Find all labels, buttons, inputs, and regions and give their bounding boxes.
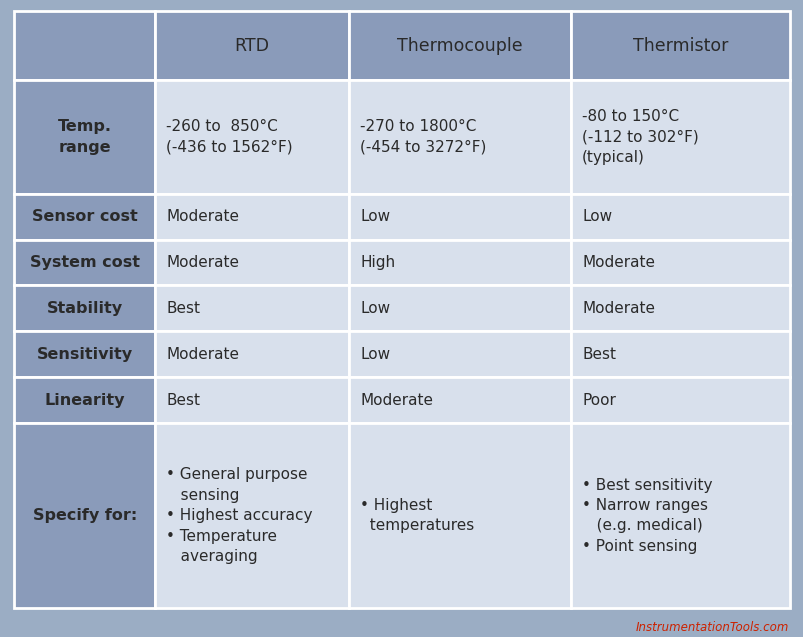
Text: Thermocouple: Thermocouple xyxy=(397,37,522,55)
Bar xyxy=(349,423,570,608)
Bar xyxy=(349,377,570,423)
Bar xyxy=(14,240,155,285)
Bar xyxy=(570,240,789,285)
Text: • General purpose
   sensing
• Highest accuracy
• Temperature
   averaging: • General purpose sensing • Highest accu… xyxy=(166,468,312,564)
Bar xyxy=(155,331,349,377)
Text: Low: Low xyxy=(581,209,612,224)
Text: Sensor cost: Sensor cost xyxy=(32,209,137,224)
Bar xyxy=(14,331,155,377)
Text: Specify for:: Specify for: xyxy=(32,508,137,523)
Bar xyxy=(570,331,789,377)
Text: Moderate: Moderate xyxy=(166,347,238,362)
Text: InstrumentationTools.com: InstrumentationTools.com xyxy=(635,621,789,634)
Text: High: High xyxy=(360,255,395,270)
Text: Moderate: Moderate xyxy=(166,255,238,270)
Bar xyxy=(155,194,349,240)
Bar xyxy=(570,377,789,423)
Text: Best: Best xyxy=(166,301,200,316)
Text: Moderate: Moderate xyxy=(360,392,433,408)
Text: Moderate: Moderate xyxy=(166,209,238,224)
Text: Thermistor: Thermistor xyxy=(632,37,727,55)
Bar xyxy=(155,285,349,331)
Text: • Highest
  temperatures: • Highest temperatures xyxy=(360,498,474,533)
Bar xyxy=(349,240,570,285)
Bar xyxy=(570,11,789,80)
Bar xyxy=(155,240,349,285)
Text: Poor: Poor xyxy=(581,392,615,408)
Bar xyxy=(349,80,570,194)
Bar xyxy=(349,285,570,331)
Bar xyxy=(14,423,155,608)
Text: Stability: Stability xyxy=(47,301,123,316)
Text: Low: Low xyxy=(360,209,390,224)
Text: Moderate: Moderate xyxy=(581,255,654,270)
Text: • Best sensitivity
• Narrow ranges
   (e.g. medical)
• Point sensing: • Best sensitivity • Narrow ranges (e.g.… xyxy=(581,478,711,554)
Bar xyxy=(14,377,155,423)
Bar xyxy=(349,11,570,80)
Bar xyxy=(155,80,349,194)
Text: Moderate: Moderate xyxy=(581,301,654,316)
Bar xyxy=(14,11,155,80)
Bar xyxy=(570,80,789,194)
Text: Low: Low xyxy=(360,347,390,362)
Bar xyxy=(155,423,349,608)
Bar xyxy=(570,285,789,331)
Bar xyxy=(570,423,789,608)
Text: Temp.
range: Temp. range xyxy=(58,119,112,155)
Text: -270 to 1800°C
(-454 to 3272°F): -270 to 1800°C (-454 to 3272°F) xyxy=(360,119,486,155)
Bar xyxy=(155,11,349,80)
Text: Low: Low xyxy=(360,301,390,316)
Bar xyxy=(14,285,155,331)
Text: Linearity: Linearity xyxy=(44,392,124,408)
Bar xyxy=(349,331,570,377)
Text: Best: Best xyxy=(581,347,615,362)
Text: RTD: RTD xyxy=(234,37,269,55)
Text: Sensitivity: Sensitivity xyxy=(36,347,132,362)
Text: -80 to 150°C
(-112 to 302°F)
(typical): -80 to 150°C (-112 to 302°F) (typical) xyxy=(581,109,698,165)
Text: Best: Best xyxy=(166,392,200,408)
Bar xyxy=(14,80,155,194)
Bar xyxy=(14,194,155,240)
Text: -260 to  850°C
(-436 to 1562°F): -260 to 850°C (-436 to 1562°F) xyxy=(166,119,292,155)
Bar xyxy=(349,194,570,240)
Bar xyxy=(155,377,349,423)
Text: System cost: System cost xyxy=(30,255,140,270)
Bar xyxy=(570,194,789,240)
